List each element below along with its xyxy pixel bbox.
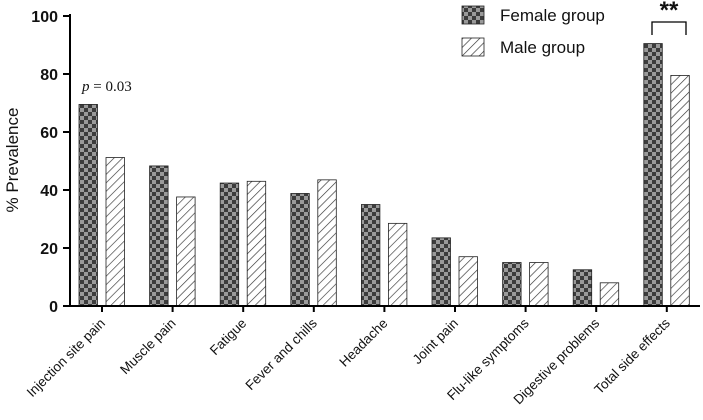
p-value-annotation: p = 0.03: [81, 79, 132, 95]
significance-bracket: **: [651, 0, 687, 35]
bar-male: [105, 157, 125, 307]
x-tick-label: Fatigue: [207, 316, 249, 358]
bar-female: [431, 237, 451, 307]
y-tick-label: 40: [40, 183, 58, 200]
y-tick-label: 0: [49, 299, 58, 316]
bar-male: [458, 256, 478, 307]
y-tick-label: 100: [31, 9, 58, 26]
legend: Female group Male group: [461, 5, 605, 57]
bar-female: [360, 204, 381, 307]
y-tick-label: 80: [40, 67, 58, 84]
bar-male: [529, 262, 549, 307]
y-axis: 0 20 40 60 80 100: [31, 9, 71, 316]
p-value-text: = 0.03: [90, 79, 132, 95]
bar-female: [290, 193, 310, 307]
bar-male: [176, 196, 196, 307]
bars: [78, 43, 690, 307]
bar-female: [78, 104, 98, 307]
bar-male: [599, 282, 620, 307]
legend-label-male: Male group: [500, 38, 585, 57]
y-axis-label: % Prevalence: [3, 108, 22, 213]
bar-male: [246, 180, 267, 307]
bar-female: [572, 269, 593, 307]
x-tick-label: Headache: [336, 316, 390, 370]
bar-female: [643, 43, 663, 307]
x-tick-label: Joint pain: [410, 316, 461, 367]
bar-male: [387, 222, 408, 307]
legend-label-female: Female group: [500, 6, 605, 25]
legend-swatch-female: [461, 5, 485, 25]
bar-male: [317, 179, 337, 307]
significance-stars: **: [660, 0, 679, 24]
x-tick-label: Total side effects: [591, 315, 673, 397]
bar-female: [502, 262, 522, 307]
legend-swatch-male: [461, 37, 485, 57]
x-tick-label: Fever and chills: [242, 315, 320, 393]
x-axis: Injection site pain Muscle pain FatigueFev…: [24, 305, 700, 407]
p-value-symbol: p: [81, 79, 90, 95]
y-tick-label: 60: [40, 125, 58, 142]
bar-female: [149, 165, 169, 307]
bar-female: [219, 182, 240, 307]
bar-male: [670, 75, 690, 307]
x-tick-label: Muscle pain: [117, 316, 179, 378]
y-tick-label: 20: [40, 241, 58, 258]
significance-bracket-line: [651, 21, 687, 35]
x-tick-label: Injection site pain: [24, 316, 108, 400]
